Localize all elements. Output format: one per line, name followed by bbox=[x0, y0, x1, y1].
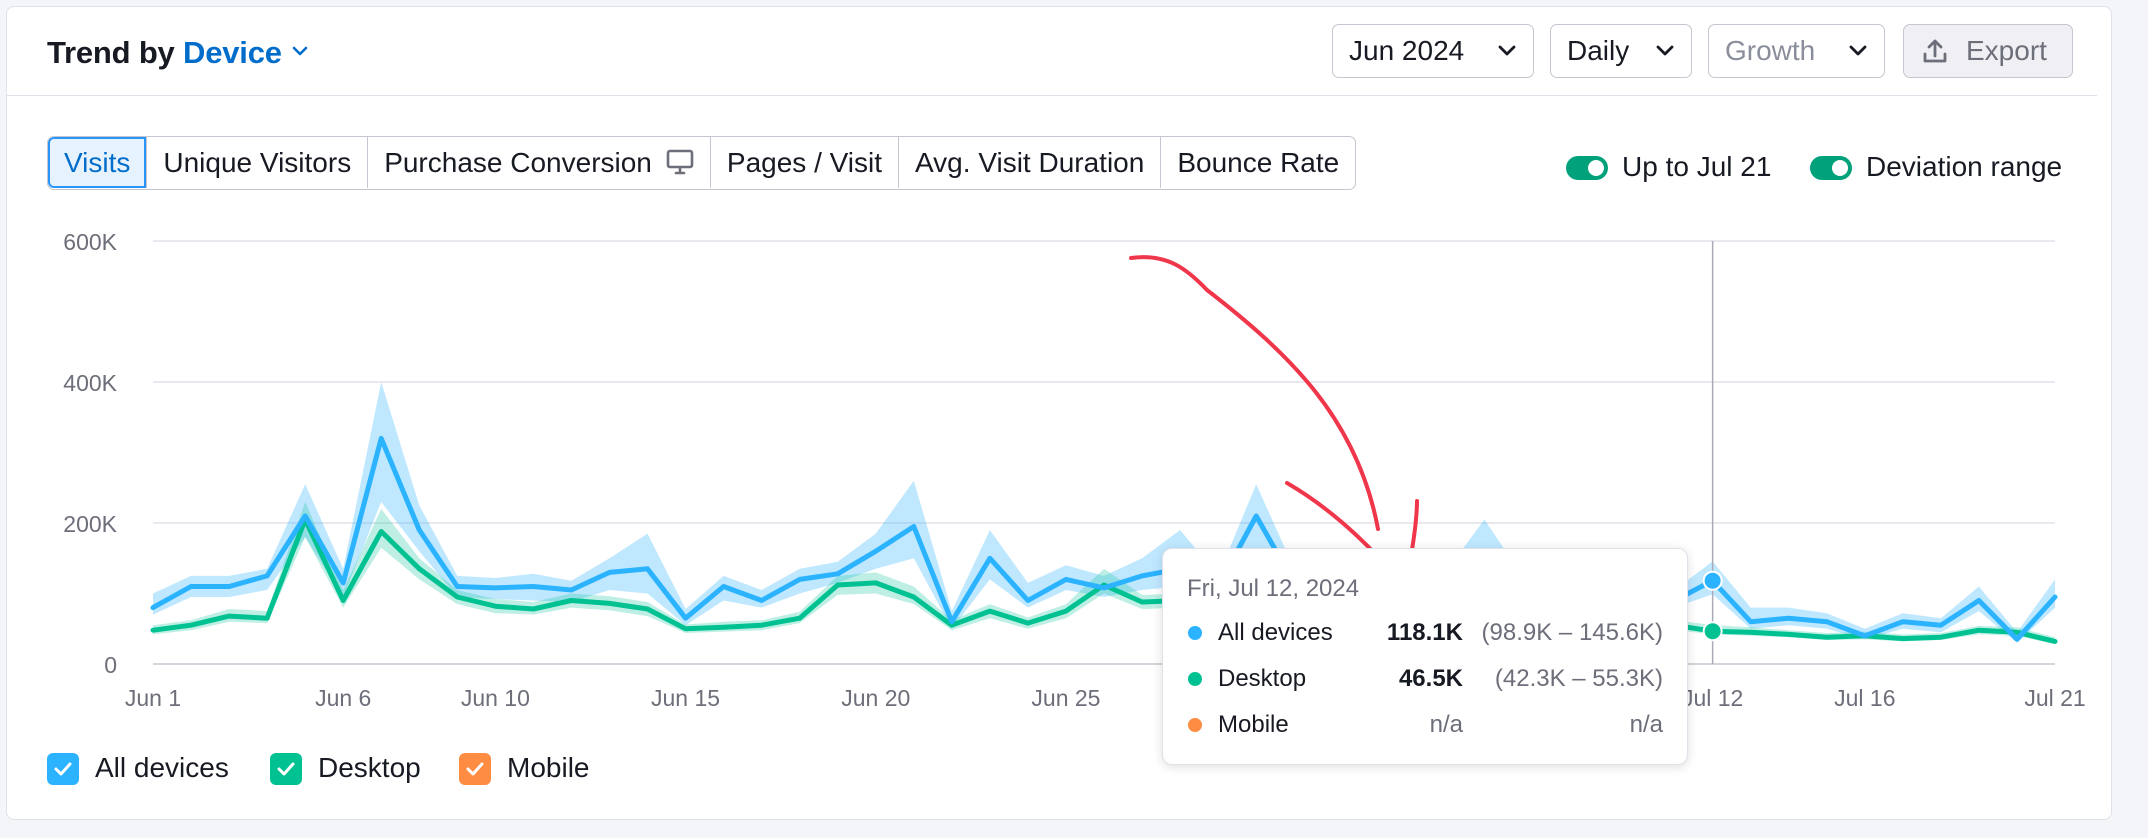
chevron-down-icon bbox=[1849, 45, 1867, 56]
check-icon bbox=[277, 762, 295, 776]
toggle-switch bbox=[1566, 156, 1608, 180]
checkbox bbox=[459, 753, 491, 785]
tab-label: Purchase Conversion bbox=[384, 147, 652, 178]
x-tick-label: Jul 12 bbox=[1682, 685, 1743, 711]
check-icon bbox=[466, 762, 484, 776]
tooltip-series-name: All devices bbox=[1218, 619, 1333, 646]
granularity-select-label: Daily bbox=[1567, 35, 1630, 66]
tooltip-value: 118.1K bbox=[1386, 619, 1463, 646]
tab-visits[interactable]: Visits bbox=[48, 137, 147, 188]
x-tick-label: Jun 10 bbox=[461, 685, 530, 711]
toggle-switch bbox=[1810, 156, 1852, 180]
x-tick-label: Jun 1 bbox=[125, 685, 181, 711]
tooltip-series-name: Mobile bbox=[1218, 711, 1289, 738]
tab-label: Unique Visitors bbox=[163, 147, 352, 178]
tab-purchase-conversion[interactable]: Purchase Conversion bbox=[367, 137, 710, 188]
legend-label: Mobile bbox=[507, 752, 590, 783]
tooltip-value: 46.5K bbox=[1398, 665, 1463, 692]
tab-label: Pages / Visit bbox=[726, 147, 883, 178]
series-dot bbox=[1188, 718, 1202, 732]
chart-tooltip: Fri, Jul 12, 2024 All devices 118.1K (98… bbox=[1162, 548, 1688, 765]
y-tick-label: 400K bbox=[63, 370, 117, 396]
widget-header: Trend by Device Jun 2024 Daily Growth Ex… bbox=[7, 7, 2097, 96]
series-line bbox=[150, 517, 2058, 644]
tab-label: Visits bbox=[64, 147, 131, 178]
hover-point bbox=[1702, 621, 1723, 642]
dimension-dropdown[interactable]: Device bbox=[183, 35, 308, 70]
title-prefix: Trend by bbox=[47, 35, 175, 70]
x-tick-label: Jun 25 bbox=[1031, 685, 1100, 711]
desktop-monitor-icon bbox=[666, 149, 694, 175]
tab-avg-visit-duration[interactable]: Avg. Visit Duration bbox=[898, 137, 1160, 188]
deviation-band bbox=[153, 382, 2055, 643]
mode-select[interactable]: Growth bbox=[1708, 24, 1885, 78]
granularity-select[interactable]: Daily bbox=[1550, 24, 1692, 78]
tooltip-row-mobile: Mobile n/a n/a bbox=[1187, 710, 1663, 740]
x-tick-label: Jun 15 bbox=[651, 685, 720, 711]
checkbox bbox=[270, 753, 302, 785]
tooltip-range: (42.3K – 55.3K) bbox=[1494, 665, 1663, 692]
legend-all-devices[interactable]: All devices bbox=[47, 751, 229, 787]
series-dot bbox=[1188, 626, 1202, 640]
widget-title: Trend by Device bbox=[47, 35, 308, 71]
y-tick-label: 0 bbox=[104, 652, 117, 678]
y-tick-label: 600K bbox=[63, 229, 117, 255]
legend-label: All devices bbox=[95, 752, 229, 783]
tab-bounce-rate[interactable]: Bounce Rate bbox=[1160, 137, 1355, 188]
toggle-label: Up to Jul 21 bbox=[1622, 151, 1772, 182]
legend-desktop[interactable]: Desktop bbox=[270, 751, 421, 787]
tooltip-row-all-devices: All devices 118.1K (98.9K – 145.6K) bbox=[1187, 618, 1663, 648]
y-tick-label: 200K bbox=[63, 511, 117, 537]
hover-point bbox=[1702, 570, 1723, 591]
tab-label: Bounce Rate bbox=[1177, 147, 1340, 178]
tooltip-date: Fri, Jul 12, 2024 bbox=[1187, 575, 1360, 602]
toggle-deviation-range[interactable]: Deviation range bbox=[1810, 152, 2062, 182]
checkbox bbox=[47, 753, 79, 785]
mode-select-label: Growth bbox=[1725, 35, 1816, 66]
x-tick-label: Jul 16 bbox=[1834, 685, 1895, 711]
x-tick-label: Jul 21 bbox=[2024, 685, 2085, 711]
toggle-up-to-date[interactable]: Up to Jul 21 bbox=[1566, 152, 1771, 182]
tooltip-row-desktop: Desktop 46.5K (42.3K – 55.3K) bbox=[1187, 664, 1663, 694]
series-line bbox=[150, 435, 2058, 642]
dimension-label: Device bbox=[183, 35, 282, 70]
period-select[interactable]: Jun 2024 bbox=[1332, 24, 1534, 78]
export-button[interactable]: Export bbox=[1903, 24, 2073, 78]
chevron-down-icon bbox=[1498, 45, 1516, 56]
x-tick-label: Jun 6 bbox=[315, 685, 371, 711]
tooltip-range: n/a bbox=[1629, 711, 1663, 738]
legend-label: Desktop bbox=[318, 752, 421, 783]
export-label: Export bbox=[1966, 35, 2047, 66]
tooltip-value: n/a bbox=[1429, 711, 1463, 738]
tab-unique-visitors[interactable]: Unique Visitors bbox=[146, 137, 367, 188]
series-dot bbox=[1188, 672, 1202, 686]
trend-widget: Trend by Device Jun 2024 Daily Growth Ex… bbox=[6, 6, 2112, 820]
upload-icon bbox=[1923, 39, 1947, 63]
trend-chart[interactable]: 0 200K 400K 600K Jun 1 Jun 6 Jun 10 Jun 15 Jun 2… bbox=[7, 7, 2111, 819]
check-icon bbox=[54, 762, 72, 776]
annotation-arrow-shaft bbox=[1129, 255, 1380, 531]
period-select-label: Jun 2024 bbox=[1349, 35, 1465, 66]
legend-mobile[interactable]: Mobile bbox=[459, 751, 589, 787]
tooltip-range: (98.9K – 145.6K) bbox=[1481, 619, 1663, 646]
tooltip-series-name: Desktop bbox=[1218, 665, 1307, 692]
chevron-down-icon bbox=[1656, 45, 1674, 56]
tab-label: Avg. Visit Duration bbox=[915, 147, 1145, 178]
toggle-label: Deviation range bbox=[1866, 151, 2063, 182]
chevron-down-icon bbox=[292, 46, 308, 56]
metric-tabs: Visits Unique Visitors Purchase Conversi… bbox=[47, 136, 1357, 190]
x-tick-label: Jun 20 bbox=[841, 685, 910, 711]
tab-pages-per-visit[interactable]: Pages / Visit bbox=[709, 137, 898, 188]
